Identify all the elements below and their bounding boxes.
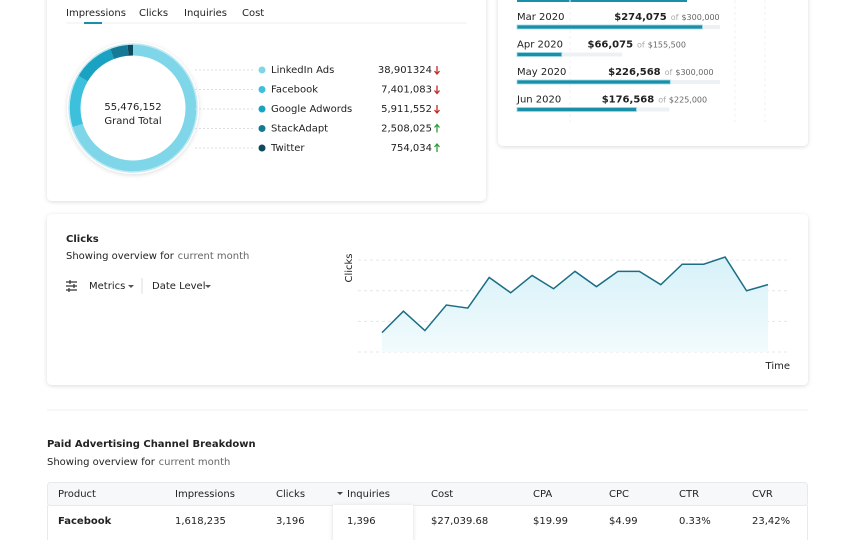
filter-icon[interactable] (66, 280, 77, 292)
caret (205, 285, 211, 288)
cell: 1,396 (347, 516, 376, 527)
text-part: $226,568 (608, 67, 661, 78)
legend-value: 2,508,025 (381, 124, 432, 135)
cell: $27,039.68 (431, 516, 488, 527)
trend-arrow (434, 123, 440, 133)
trend-arrow (434, 85, 440, 95)
tab[interactable]: Clicks (139, 8, 168, 19)
column-header[interactable]: Product (58, 489, 96, 500)
legend-value: 5,911,552 (381, 104, 432, 115)
line (381, 256, 769, 334)
month: Mar 2020 (517, 12, 565, 23)
grand-total: 55,476,152 (104, 102, 161, 113)
tab[interactable]: Cost (242, 8, 264, 19)
cell: 1,618,235 (175, 516, 226, 527)
legend-value: 38,901324 (378, 65, 432, 76)
cell: Facebook (58, 516, 112, 527)
text-part: $225,000 (669, 95, 707, 104)
sort-arrow (337, 492, 343, 495)
legend-value: 7,401,083 (381, 85, 432, 96)
legend-dot (258, 144, 266, 152)
caret (128, 285, 134, 288)
table-subtitle: Showing overview for current month (47, 457, 230, 468)
text-part: current month (159, 457, 231, 468)
text-part: $300,000 (675, 68, 713, 77)
text-part: Showing overview for (66, 251, 175, 262)
x-axis-label: Time (765, 361, 790, 372)
cell: 3,196 (276, 516, 305, 527)
cell: $4.99 (609, 516, 638, 527)
legend-dot (258, 125, 266, 132)
trend-arrow (434, 142, 440, 152)
card-subtitle: Showing overview for current month (66, 251, 249, 262)
grand-total-label: Grand Total (104, 116, 161, 127)
legend-dot (258, 105, 266, 113)
y-axis-label: Clicks (344, 253, 355, 282)
text-part: of (671, 13, 679, 22)
trend-arrow (434, 66, 440, 76)
legend-name: StackAdapt (271, 124, 328, 135)
spent-bar (516, 24, 703, 30)
legend-name: Twitter (270, 143, 305, 154)
donut-rim (68, 43, 198, 173)
month: Apr 2020 (517, 40, 563, 51)
tab[interactable]: Impressions (66, 8, 126, 19)
column-header[interactable]: Inquiries (347, 489, 390, 500)
column-header[interactable]: Impressions (175, 489, 235, 500)
trend-arrow (434, 105, 440, 115)
donut-segment (78, 48, 115, 82)
cell: 23,42% (752, 516, 790, 527)
budget-line: $226,568 of $300,000 (608, 67, 713, 78)
text-part: $274,075 (614, 12, 667, 23)
legend-dot (258, 86, 266, 93)
content: Impressions Clicks Inquiries Cost 55,476,152… (47, 0, 808, 540)
month: May 2020 (517, 67, 566, 78)
budget-line: $274,075 of $300,000 (614, 12, 719, 23)
spent-bar (516, 107, 637, 112)
sorted-column (333, 505, 413, 540)
donut-shadow (67, 42, 199, 174)
legend-name: Google Adwords (271, 104, 352, 115)
table-title: Paid Advertising Channel Breakdown (47, 439, 256, 450)
tab[interactable]: Inquiries (184, 8, 227, 19)
donut-segment (72, 44, 197, 172)
legend-dot (258, 66, 266, 74)
cut-bar (517, 0, 687, 2)
budget-bar (517, 52, 623, 57)
column-header[interactable]: Cost (431, 489, 453, 500)
text-part: Showing overview for (47, 457, 156, 468)
text-part: $66,075 (587, 40, 633, 51)
budget-line: $66,075 of $155,500 (587, 40, 685, 51)
legend-name: Facebook (271, 85, 318, 96)
column-header[interactable]: CVR (752, 489, 773, 500)
donut-segment (110, 44, 129, 60)
legend-value: 754,034 (391, 143, 432, 154)
text-part: current month (178, 251, 250, 262)
spent-bar (516, 52, 563, 57)
control[interactable]: Date Level (152, 281, 205, 292)
column-header[interactable]: Clicks (276, 489, 305, 500)
control[interactable]: Metrics (89, 281, 125, 292)
text-part: of (637, 40, 645, 49)
legend-name: LinkedIn Ads (271, 65, 334, 76)
column-header[interactable]: CPA (533, 489, 552, 500)
text-part: $155,500 (648, 40, 686, 49)
budget-line: $176,568 of $225,000 (602, 95, 707, 106)
text-part: $176,568 (602, 95, 655, 106)
donut-segment (69, 75, 88, 128)
text-part: of (665, 68, 673, 77)
column-header[interactable]: CPC (609, 489, 629, 500)
table-header-bg (47, 482, 808, 506)
month: Jun 2020 (516, 95, 561, 106)
card-title: Clicks (66, 234, 99, 245)
cell: 0.33% (679, 516, 711, 527)
text-part: $300,000 (681, 13, 719, 22)
spent-bar (516, 79, 671, 85)
cell: $19.99 (533, 516, 568, 527)
column-header[interactable]: CTR (679, 489, 699, 500)
text-part: of (658, 95, 666, 104)
area (382, 257, 768, 352)
